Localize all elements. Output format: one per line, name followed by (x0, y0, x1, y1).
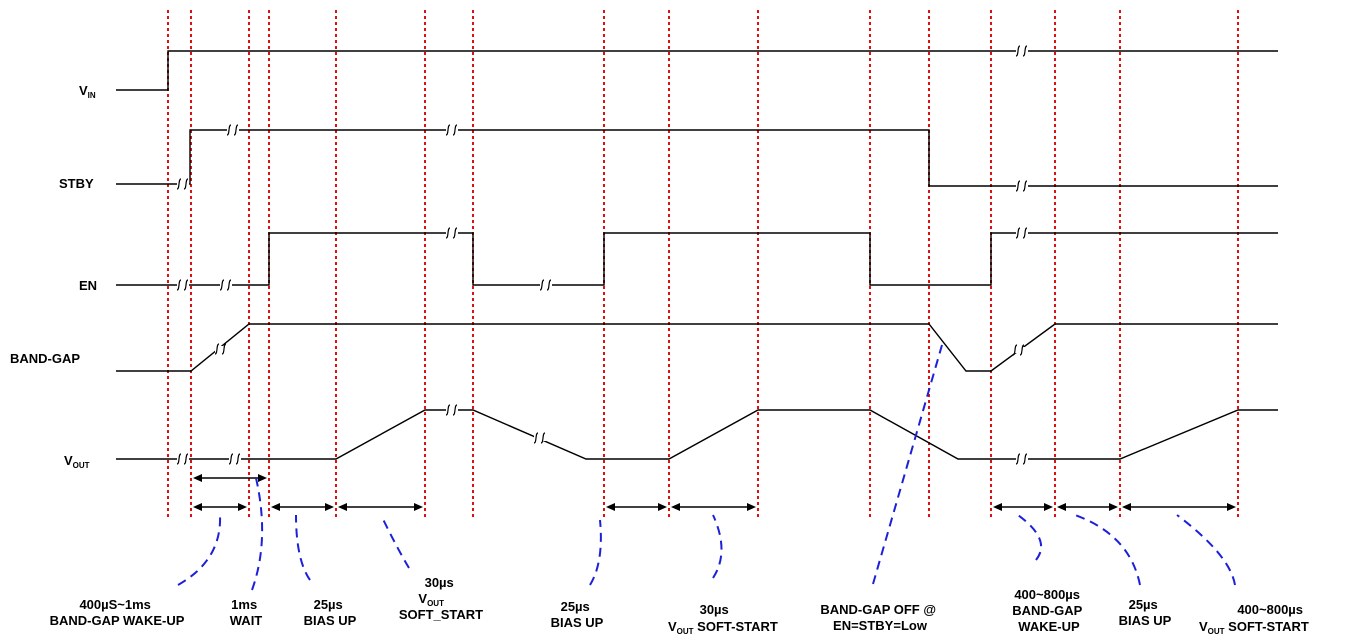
break-symbols (176, 45, 1028, 465)
signal-label-vout: VOUT (64, 453, 90, 470)
annotation-bias-up-1: 25µs BIAS UP (304, 597, 357, 628)
signal-label-stby: STBY (59, 176, 94, 191)
duration-arrow-9 (1122, 503, 1236, 511)
annotation-band-gap-off: BAND-GAP OFF @ EN=STBY=Low (820, 602, 939, 633)
annotation-leaders (177, 344, 1236, 591)
break-symbol-2 (1015, 45, 1028, 57)
break-symbol-14 (228, 453, 241, 465)
duration-arrow-7 (993, 503, 1053, 511)
stby-waveform (116, 129, 1278, 187)
break-symbol-7 (219, 279, 232, 291)
annotation-leader-8 (1017, 514, 1042, 561)
signal-label-band-gap: BAND-GAP (10, 351, 80, 366)
annotation-leader-7 (872, 344, 943, 585)
duration-arrow-1 (193, 474, 267, 482)
timing-markers (167, 10, 1239, 520)
break-symbol-13 (176, 453, 189, 465)
signal-labels: VIN STBY EN BAND-GAP VOUT (10, 83, 97, 470)
duration-arrows (193, 474, 1236, 511)
annotation-band-gap-wake-up: 400µS~1ms BAND-GAP WAKE-UP (50, 597, 185, 628)
duration-arrow-3 (271, 503, 334, 511)
annotations: 400µS~1ms BAND-GAP WAKE-UP 1ms WAIT 25µs… (50, 575, 1309, 636)
duration-arrow-5 (606, 503, 667, 511)
annotation-leader-3 (295, 514, 311, 581)
signal-label-en: EN (79, 278, 97, 293)
annotation-soft-start-3: 400~800µs VOUT SOFT-START (1199, 602, 1309, 636)
annotation-wait: 1ms WAIT (230, 597, 263, 628)
break-symbol-8 (445, 227, 458, 239)
annotation-soft-start-2: 30µs VOUT SOFT-START (668, 602, 778, 636)
annotation-bias-up-2: 25µs BIAS UP (551, 599, 604, 630)
break-symbol-12 (1012, 344, 1025, 356)
break-symbol-1 (176, 178, 189, 190)
break-symbol-17 (533, 432, 546, 444)
en-waveform (116, 232, 1278, 286)
annotation-leader-2 (251, 477, 264, 591)
annotation-bias-up-3: 25µs BIAS UP (1119, 597, 1172, 628)
break-symbol-4 (445, 124, 458, 136)
break-symbol-5 (1015, 180, 1028, 192)
break-symbol-10 (1015, 227, 1028, 239)
vin-waveform (116, 50, 1278, 91)
break-symbol-6 (176, 279, 189, 291)
annotation-band-gap-wake-up-2: 400~800µs BAND-GAP WAKE-UP (1012, 587, 1085, 634)
break-symbol-3 (226, 124, 239, 136)
duration-arrow-6 (671, 503, 756, 511)
break-symbol-16 (1015, 453, 1028, 465)
annotation-leader-9 (1074, 514, 1141, 586)
annotation-leader-10 (1176, 514, 1236, 586)
annotation-soft-start-1: 30µs VOUT SOFT_START (399, 575, 483, 622)
signal-label-vin: VIN (79, 83, 96, 100)
annotation-leader-1 (177, 514, 222, 586)
vout-waveform (116, 409, 1278, 460)
duration-arrow-8 (1057, 503, 1118, 511)
duration-arrow-4 (338, 503, 423, 511)
annotation-leader-4 (380, 514, 410, 569)
break-symbol-11 (214, 343, 227, 355)
break-symbol-9 (539, 279, 552, 291)
waveforms (116, 50, 1278, 460)
break-symbol-15 (445, 404, 458, 416)
band-gap-waveform (116, 323, 1278, 372)
duration-arrow-2 (193, 503, 247, 511)
annotation-leader-6 (712, 514, 723, 579)
annotation-leader-5 (589, 519, 602, 586)
